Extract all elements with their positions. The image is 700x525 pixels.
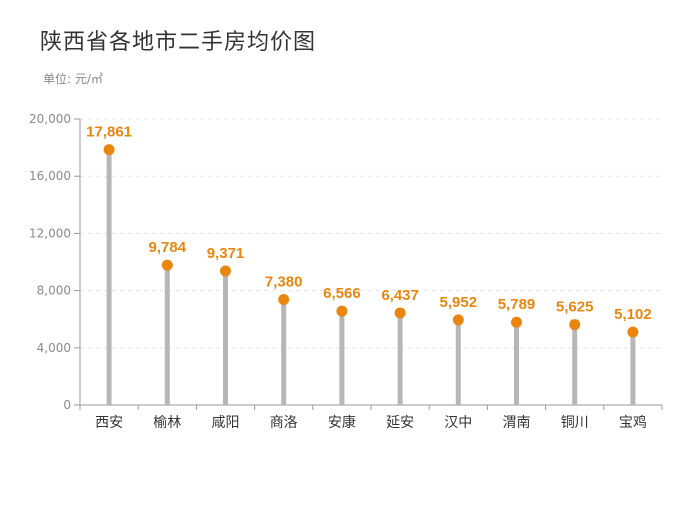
data-label: 9,371 xyxy=(207,245,245,262)
lollipop-stem xyxy=(223,270,228,405)
y-tick-label: 0 xyxy=(63,398,71,412)
x-category-label: 宝鸡 xyxy=(619,414,647,431)
lollipop-marker xyxy=(103,144,115,156)
data-label: 5,625 xyxy=(556,299,594,316)
lollipop-marker xyxy=(161,259,173,271)
lollipop-stem xyxy=(106,149,112,405)
unit-label: 单位: 元/㎡ xyxy=(43,72,103,86)
lollipop-stem xyxy=(397,312,403,405)
chart-title: 陕西省各地市二手房均价图 xyxy=(40,30,317,55)
x-category-label: 西安 xyxy=(95,415,123,431)
lollipop-stem xyxy=(455,319,461,405)
x-category-label: 咸阳 xyxy=(212,415,240,431)
lollipop-marker xyxy=(220,265,231,277)
data-label: 5,952 xyxy=(440,294,478,311)
lollipop-stem xyxy=(572,324,578,405)
y-tick-label: 8,000 xyxy=(37,284,71,298)
x-category-label: 铜川 xyxy=(561,415,589,431)
x-category-label: 汉中 xyxy=(444,415,472,431)
data-label: 6,566 xyxy=(323,285,361,302)
lollipop-marker xyxy=(452,314,464,326)
lollipop-marker xyxy=(336,305,348,317)
lollipop-marker xyxy=(278,293,290,305)
lollipop-marker xyxy=(627,326,639,338)
data-label: 5,789 xyxy=(498,296,536,313)
lollipop-marker xyxy=(511,316,522,328)
data-label: 5,102 xyxy=(614,306,652,323)
x-category-label: 延安 xyxy=(386,415,414,431)
lollipop-marker xyxy=(394,307,406,319)
data-label: 6,437 xyxy=(381,287,419,304)
y-tick-label: 20,000 xyxy=(29,112,71,126)
data-label: 17,861 xyxy=(86,124,132,141)
lollipop-stem xyxy=(630,332,636,405)
y-tick-label: 12,000 xyxy=(29,226,71,240)
lollipop-marker xyxy=(569,319,581,331)
y-tick-label: 16,000 xyxy=(29,169,71,183)
x-category-label: 榆林 xyxy=(153,415,181,431)
lollipop-stem xyxy=(281,299,287,405)
x-category-label: 商洛 xyxy=(270,415,298,431)
lollipop-stem xyxy=(339,311,345,405)
x-category-label: 安康 xyxy=(328,414,356,431)
x-category-label: 渭南 xyxy=(503,415,531,431)
lollipop-stem xyxy=(514,322,519,405)
data-label: 9,784 xyxy=(149,239,187,256)
y-tick-label: 4,000 xyxy=(37,341,71,355)
lollipop-stem xyxy=(164,265,170,405)
data-label: 7,380 xyxy=(265,273,303,290)
